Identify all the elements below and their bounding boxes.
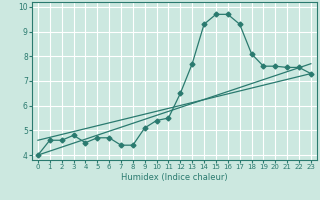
X-axis label: Humidex (Indice chaleur): Humidex (Indice chaleur) bbox=[121, 173, 228, 182]
